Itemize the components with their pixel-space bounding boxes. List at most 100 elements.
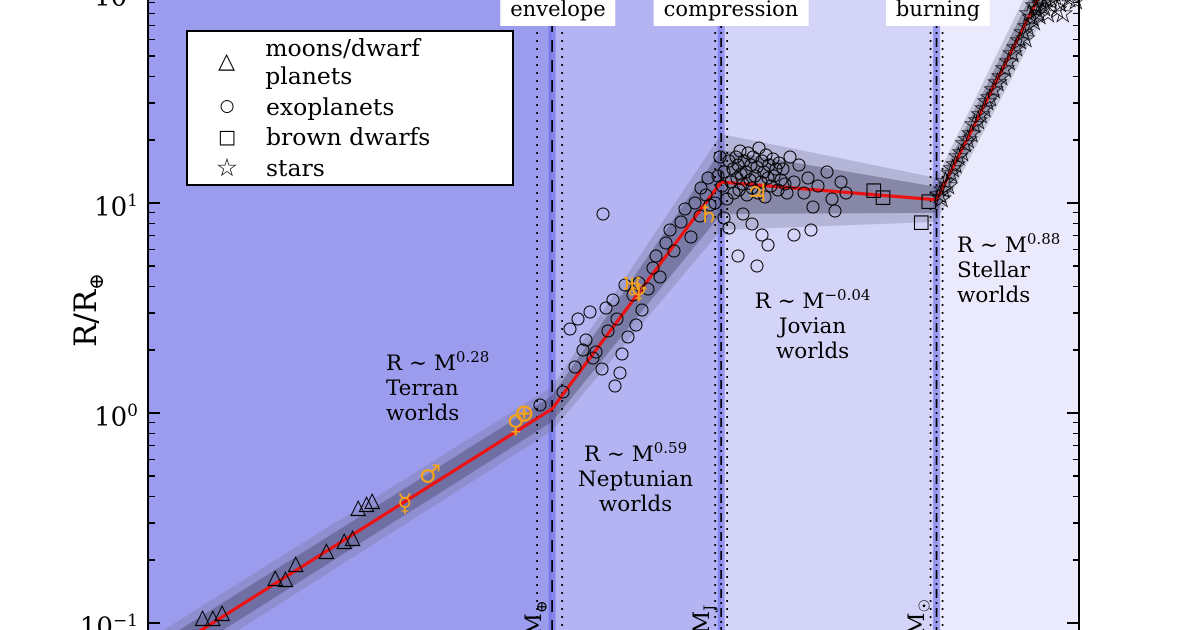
exoplanet-point xyxy=(649,249,663,262)
relation-exponent: 0.28 xyxy=(455,348,490,366)
star-point: ☆ xyxy=(952,128,977,160)
exoplanet-point xyxy=(568,360,582,374)
exoplanet-point xyxy=(678,202,692,216)
star-point: ☆ xyxy=(1026,0,1050,13)
relation-text: R ∼ M xyxy=(957,233,1027,259)
relation-text: R ∼ M xyxy=(386,351,456,377)
exoplanet-point xyxy=(713,150,727,164)
y-axis-minor-tick xyxy=(1072,38,1078,41)
legend-item-triangle: △ moons/dwarf planets xyxy=(188,34,512,90)
star-marker-icon: ☆ xyxy=(215,153,239,183)
y-axis-minor-tick xyxy=(1072,521,1078,524)
star-point: ☆ xyxy=(959,118,984,150)
exoplanet-point xyxy=(806,200,820,214)
moon-dwarf-planet-point: △ xyxy=(267,564,284,589)
y-axis-minor-tick xyxy=(1072,475,1078,478)
y-axis-major-tick xyxy=(149,202,160,204)
region-name: Jovian xyxy=(778,313,847,339)
y-axis-minor-tick xyxy=(149,1,155,4)
relation-exponent: 0.88 xyxy=(1026,230,1061,248)
exoplanet-point xyxy=(533,398,547,412)
star-point: ☆ xyxy=(1045,0,1070,26)
star-point: ☆ xyxy=(955,124,980,156)
star-point: ☆ xyxy=(927,179,952,211)
exoplanet-point xyxy=(776,162,790,176)
exoplanet-point xyxy=(825,192,839,206)
exoplanet-point xyxy=(711,169,725,183)
y-axis-minor-tick xyxy=(1072,55,1078,58)
solar-system-symbol-jupiter: ♃ xyxy=(745,178,769,207)
exoplanet-point xyxy=(801,171,815,185)
moon-dwarf-planet-point: △ xyxy=(364,487,381,512)
y-axis-minor-tick xyxy=(1072,1,1078,4)
region-name: Terran xyxy=(386,375,459,401)
region-name: worlds xyxy=(775,338,850,364)
star-point: ☆ xyxy=(1027,0,1052,32)
y-axis-minor-tick xyxy=(1072,265,1078,268)
exoplanet-point xyxy=(820,165,834,178)
y-axis-minor-tick xyxy=(149,75,155,78)
region-name: worlds xyxy=(598,491,673,517)
y-axis-minor-tick xyxy=(1072,311,1078,314)
y-axis-minor-tick xyxy=(149,24,155,27)
y-axis-minor-tick xyxy=(149,475,155,478)
exoplanet-point xyxy=(563,322,577,336)
solar-system-symbol-uranus: ♅ xyxy=(620,272,644,302)
star-point: ☆ xyxy=(1007,25,1032,57)
star-point: ☆ xyxy=(985,67,1010,99)
exoplanet-point xyxy=(608,379,622,393)
y-tick-label-10e2: 102 xyxy=(58,0,138,12)
y-axis-major-tick xyxy=(1067,202,1078,204)
star-point: ☆ xyxy=(962,109,987,141)
y-axis-minor-tick xyxy=(149,421,155,424)
star-point: ☆ xyxy=(940,153,965,185)
exoplanet-point xyxy=(688,196,702,210)
exoplanet-point xyxy=(613,366,627,380)
exoplanet-point xyxy=(599,301,613,315)
confidence-band-outer xyxy=(163,0,1053,630)
y-axis-minor-tick xyxy=(1072,558,1078,561)
star-point: ☆ xyxy=(1038,0,1063,17)
exoplanet-point xyxy=(792,158,806,172)
legend-label: exoplanets xyxy=(266,92,395,121)
exoplanet-point xyxy=(606,293,620,307)
moon-dwarf-planet-point: △ xyxy=(336,527,353,552)
moon-dwarf-planet-point: △ xyxy=(350,494,367,519)
exoplanet-point xyxy=(667,244,681,258)
y-axis-minor-tick xyxy=(149,558,155,561)
star-point: ☆ xyxy=(1029,0,1054,19)
star-point: ☆ xyxy=(931,174,956,206)
y-axis-title: R/R⊕ xyxy=(68,273,109,347)
region-name: Neptunian xyxy=(577,466,694,492)
boundary-stripe xyxy=(548,0,556,630)
star-point: ☆ xyxy=(933,166,958,198)
star-point: ☆ xyxy=(975,86,1000,118)
moon-dwarf-planet-point: △ xyxy=(194,604,211,629)
right-axis-spine xyxy=(1077,0,1080,630)
exoplanet-point xyxy=(783,150,797,164)
exoplanet-point xyxy=(610,312,624,325)
exoplanet-point xyxy=(595,362,609,376)
exoplanet-point xyxy=(674,215,688,229)
star-point: ☆ xyxy=(946,141,971,173)
legend-label: moons/dwarf planets xyxy=(265,34,420,91)
y-axis-minor-tick xyxy=(149,521,155,524)
exoplanet-point xyxy=(804,223,818,237)
star-point: ☆ xyxy=(1047,0,1073,19)
exoplanet-point xyxy=(571,312,585,325)
exoplanet-point xyxy=(646,261,660,275)
exoplanet-point xyxy=(750,259,764,273)
star-point: ☆ xyxy=(1019,2,1045,34)
exoplanet-point xyxy=(596,207,610,220)
star-point: ☆ xyxy=(1022,0,1047,22)
exoplanet-point xyxy=(694,181,708,195)
y-axis-minor-tick xyxy=(1072,444,1078,447)
brown-dwarf-point: □ xyxy=(864,178,883,201)
star-point: ☆ xyxy=(1004,32,1029,64)
relation-text: R ∼ M xyxy=(754,289,825,315)
region-label-neptunian: R ∼ M0.59 Neptunian worlds xyxy=(558,439,713,517)
boundary-stripe xyxy=(933,0,941,630)
y-axis-minor-tick xyxy=(149,495,155,498)
